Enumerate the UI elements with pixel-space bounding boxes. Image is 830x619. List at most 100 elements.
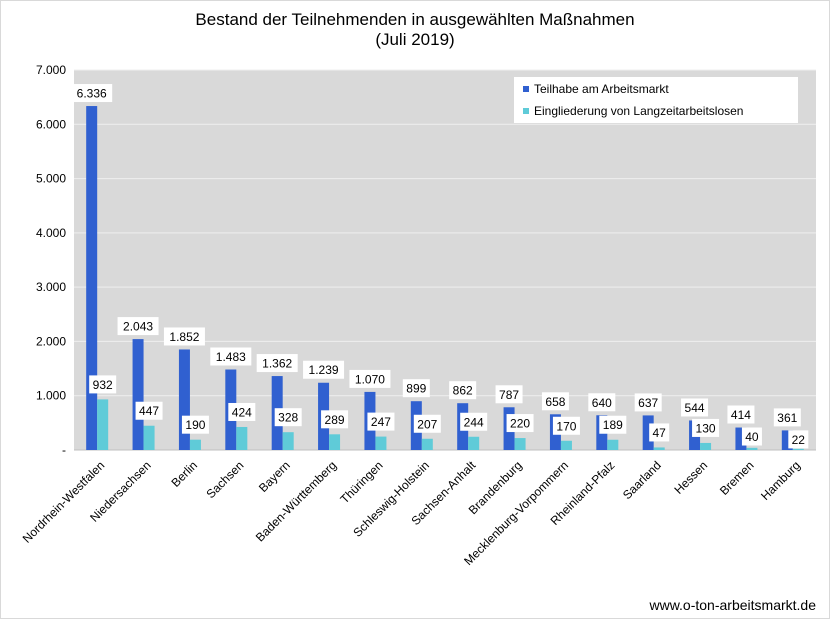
data-label-box: [773, 408, 801, 427]
bar-eingliederung: [468, 436, 480, 450]
data-label-box: [210, 347, 252, 366]
data-label: 207: [417, 417, 437, 431]
data-label: 544: [685, 401, 705, 415]
data-label-box: [588, 393, 616, 412]
data-label: 189: [603, 418, 623, 432]
chart-subtitle: (Juli 2019): [375, 30, 455, 49]
data-label: 787: [499, 388, 519, 402]
data-label: 899: [406, 382, 426, 396]
data-label: 6.336: [77, 87, 107, 101]
data-label-box: [552, 416, 580, 435]
bar-teilhabe: [86, 106, 98, 450]
legend-swatch: [523, 86, 529, 92]
bar-eingliederung: [282, 432, 294, 450]
data-label: 1.070: [355, 372, 385, 386]
data-label: 1.483: [216, 350, 246, 364]
data-label-box: [71, 84, 113, 103]
chart-title-block: Bestand der Teilnehmenden in ausgewählte…: [0, 10, 830, 50]
data-label-box: [256, 354, 298, 373]
bar-eingliederung: [236, 426, 248, 450]
data-label: 190: [185, 418, 205, 432]
data-label: 47: [653, 426, 667, 440]
bar-eingliederung: [189, 439, 201, 450]
bar-eingliederung: [792, 448, 804, 450]
data-label-box: [117, 317, 159, 336]
y-tick-label: 5.000: [36, 172, 66, 186]
bar-eingliederung: [700, 442, 712, 450]
bar-eingliederung: [607, 439, 619, 450]
data-label-box: [321, 410, 349, 429]
bar-eingliederung: [375, 436, 387, 450]
data-label: 424: [232, 405, 252, 419]
data-label: 130: [696, 421, 716, 435]
data-label: 1.362: [262, 357, 292, 371]
data-label-box: [649, 423, 670, 442]
data-label-box: [460, 412, 488, 431]
y-tick-label: 7.000: [36, 63, 66, 77]
bar-teilhabe: [132, 339, 144, 450]
data-label-box: [788, 430, 809, 449]
data-label-box: [135, 401, 163, 420]
x-tick-label: Hessen: [672, 458, 711, 497]
x-tick-label: Berlin: [168, 458, 200, 490]
data-label-box: [741, 427, 762, 446]
bar-eingliederung: [329, 434, 341, 450]
data-label-box: [367, 412, 395, 431]
data-label: 932: [93, 378, 113, 392]
data-label-box: [541, 392, 569, 411]
data-label-box: [163, 327, 205, 346]
y-tick-label: -: [62, 443, 66, 457]
source-url: www.o-ton-arbeitsmarkt.de: [649, 597, 816, 613]
legend-swatch: [523, 108, 529, 114]
bar-teilhabe: [642, 415, 654, 450]
data-label: 247: [371, 415, 391, 429]
data-label: 170: [556, 419, 576, 433]
data-label: 361: [777, 411, 797, 425]
data-label: 328: [278, 411, 298, 425]
x-tick-label: Sachsen: [204, 458, 247, 501]
data-label: 640: [592, 396, 612, 410]
data-label-box: [413, 414, 441, 433]
data-label-box: [506, 414, 534, 433]
plot-area: [74, 70, 816, 450]
data-label: 414: [731, 408, 751, 422]
data-label-box: [692, 418, 720, 437]
bar-eingliederung: [560, 440, 572, 450]
bar-eingliederung: [421, 438, 433, 450]
y-tick-label: 3.000: [36, 280, 66, 294]
chart-title: Bestand der Teilnehmenden in ausgewählte…: [195, 10, 635, 29]
y-tick-label: 6.000: [36, 117, 66, 131]
data-label-box: [402, 379, 430, 398]
data-label: 1.239: [309, 363, 339, 377]
y-tick-label: 1.000: [36, 389, 66, 403]
data-label: 1.852: [169, 330, 199, 344]
data-label: 637: [638, 396, 658, 410]
data-label: 289: [325, 413, 345, 427]
bar-teilhabe: [781, 430, 793, 450]
data-label-box: [449, 381, 477, 400]
bar-eingliederung: [97, 399, 109, 450]
x-tick-label: Hamburg: [758, 458, 803, 503]
x-tick-label: Nordrhein-Westfalen: [20, 458, 108, 546]
legend-label: Eingliederung von Langzeitarbeitslosen: [534, 104, 743, 118]
legend: [514, 77, 798, 123]
data-label-box: [495, 385, 523, 404]
bar-teilhabe: [735, 427, 747, 450]
data-label: 244: [464, 415, 484, 429]
data-label: 447: [139, 404, 159, 418]
x-tick-label: Saarland: [620, 458, 664, 502]
bar-teilhabe: [178, 349, 190, 450]
bar-eingliederung: [653, 447, 665, 450]
data-label: 40: [745, 430, 759, 444]
data-label-box: [727, 405, 755, 424]
data-label: 220: [510, 417, 530, 431]
y-tick-label: 4.000: [36, 226, 66, 240]
bar-eingliederung: [746, 447, 758, 450]
x-tick-label: Bayern: [256, 458, 293, 495]
data-label: 862: [453, 384, 473, 398]
data-label-box: [634, 393, 662, 412]
bar-eingliederung: [143, 425, 155, 450]
data-label-box: [599, 415, 627, 434]
x-tick-label: Baden-Württemberg: [253, 458, 339, 544]
